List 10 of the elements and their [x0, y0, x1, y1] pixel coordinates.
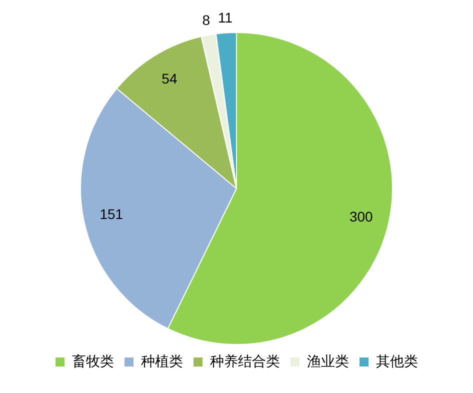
- legend-label: 种养结合类: [210, 352, 280, 369]
- data-label: 54: [162, 70, 178, 86]
- data-label: 300: [349, 208, 374, 224]
- data-label: 151: [100, 206, 124, 222]
- data-label: 11: [218, 10, 233, 26]
- legend-label: 其他类: [376, 352, 418, 369]
- legend-label: 渔业类: [307, 352, 349, 369]
- data-label: 8: [202, 12, 210, 28]
- legend-label: 畜牧类: [72, 352, 114, 369]
- legend-label: 种植类: [141, 352, 183, 369]
